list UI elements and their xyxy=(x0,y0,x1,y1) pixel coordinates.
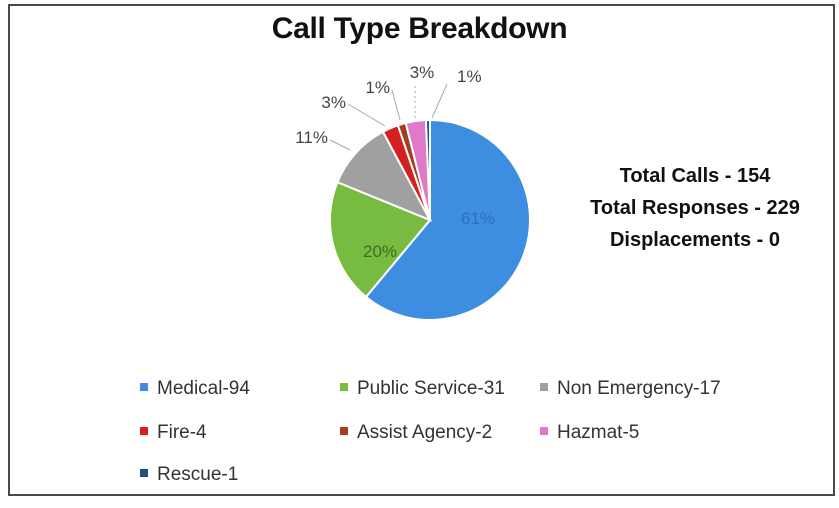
legend-item: Non Emergency-17 xyxy=(540,378,721,400)
legend-item: Hazmat-5 xyxy=(540,422,639,444)
legend-item: Medical-94 xyxy=(140,378,250,400)
leader-line xyxy=(347,103,386,127)
legend-item: Public Service-31 xyxy=(340,378,505,400)
legend-item: Rescue-1 xyxy=(140,464,238,486)
legend-swatch xyxy=(540,382,548,391)
legend-label: Public Service-31 xyxy=(357,378,505,399)
legend-label: Fire-4 xyxy=(157,422,207,443)
data-label: 1% xyxy=(365,78,390,97)
legend-label: Rescue-1 xyxy=(157,464,239,485)
pie-slice-public-service-31 xyxy=(329,180,432,299)
legend-swatch xyxy=(140,468,148,477)
leader-line xyxy=(391,89,401,121)
data-label: 3% xyxy=(321,93,346,112)
legend-item: Fire-4 xyxy=(140,422,207,444)
data-label: 61% xyxy=(461,209,495,228)
pie-slice-rescue-1 xyxy=(424,118,431,221)
data-label: 20% xyxy=(363,242,397,261)
legend-label: Medical-94 xyxy=(157,378,250,399)
total-calls: Total Calls - 154 xyxy=(619,165,771,187)
total-responses: Total Responses - 229 xyxy=(590,197,800,219)
data-label: 1% xyxy=(457,67,482,86)
legend-label: Non Emergency-17 xyxy=(557,378,721,399)
legend-swatch xyxy=(340,426,348,435)
legend-swatch xyxy=(140,426,148,435)
chart-title: Call Type Breakdown xyxy=(271,12,568,45)
pie-slice-medical-94 xyxy=(364,118,531,321)
legend-item: Assist Agency-2 xyxy=(340,422,492,444)
data-label: 11% xyxy=(295,128,328,147)
legend-label: Hazmat-5 xyxy=(557,422,640,443)
leader-line xyxy=(431,83,448,119)
legend-swatch xyxy=(340,382,348,391)
legend-swatch xyxy=(140,382,148,391)
call-stats: Total Calls - 154 Total Responses - 229 … xyxy=(560,160,830,256)
data-label: 3% xyxy=(410,63,435,82)
displacements: Displacements - 0 xyxy=(609,229,781,251)
legend-swatch xyxy=(540,426,548,435)
leader-line xyxy=(329,139,351,151)
legend-label: Assist Agency-2 xyxy=(357,422,493,443)
pie-slice-non-emergency-17 xyxy=(336,130,433,222)
